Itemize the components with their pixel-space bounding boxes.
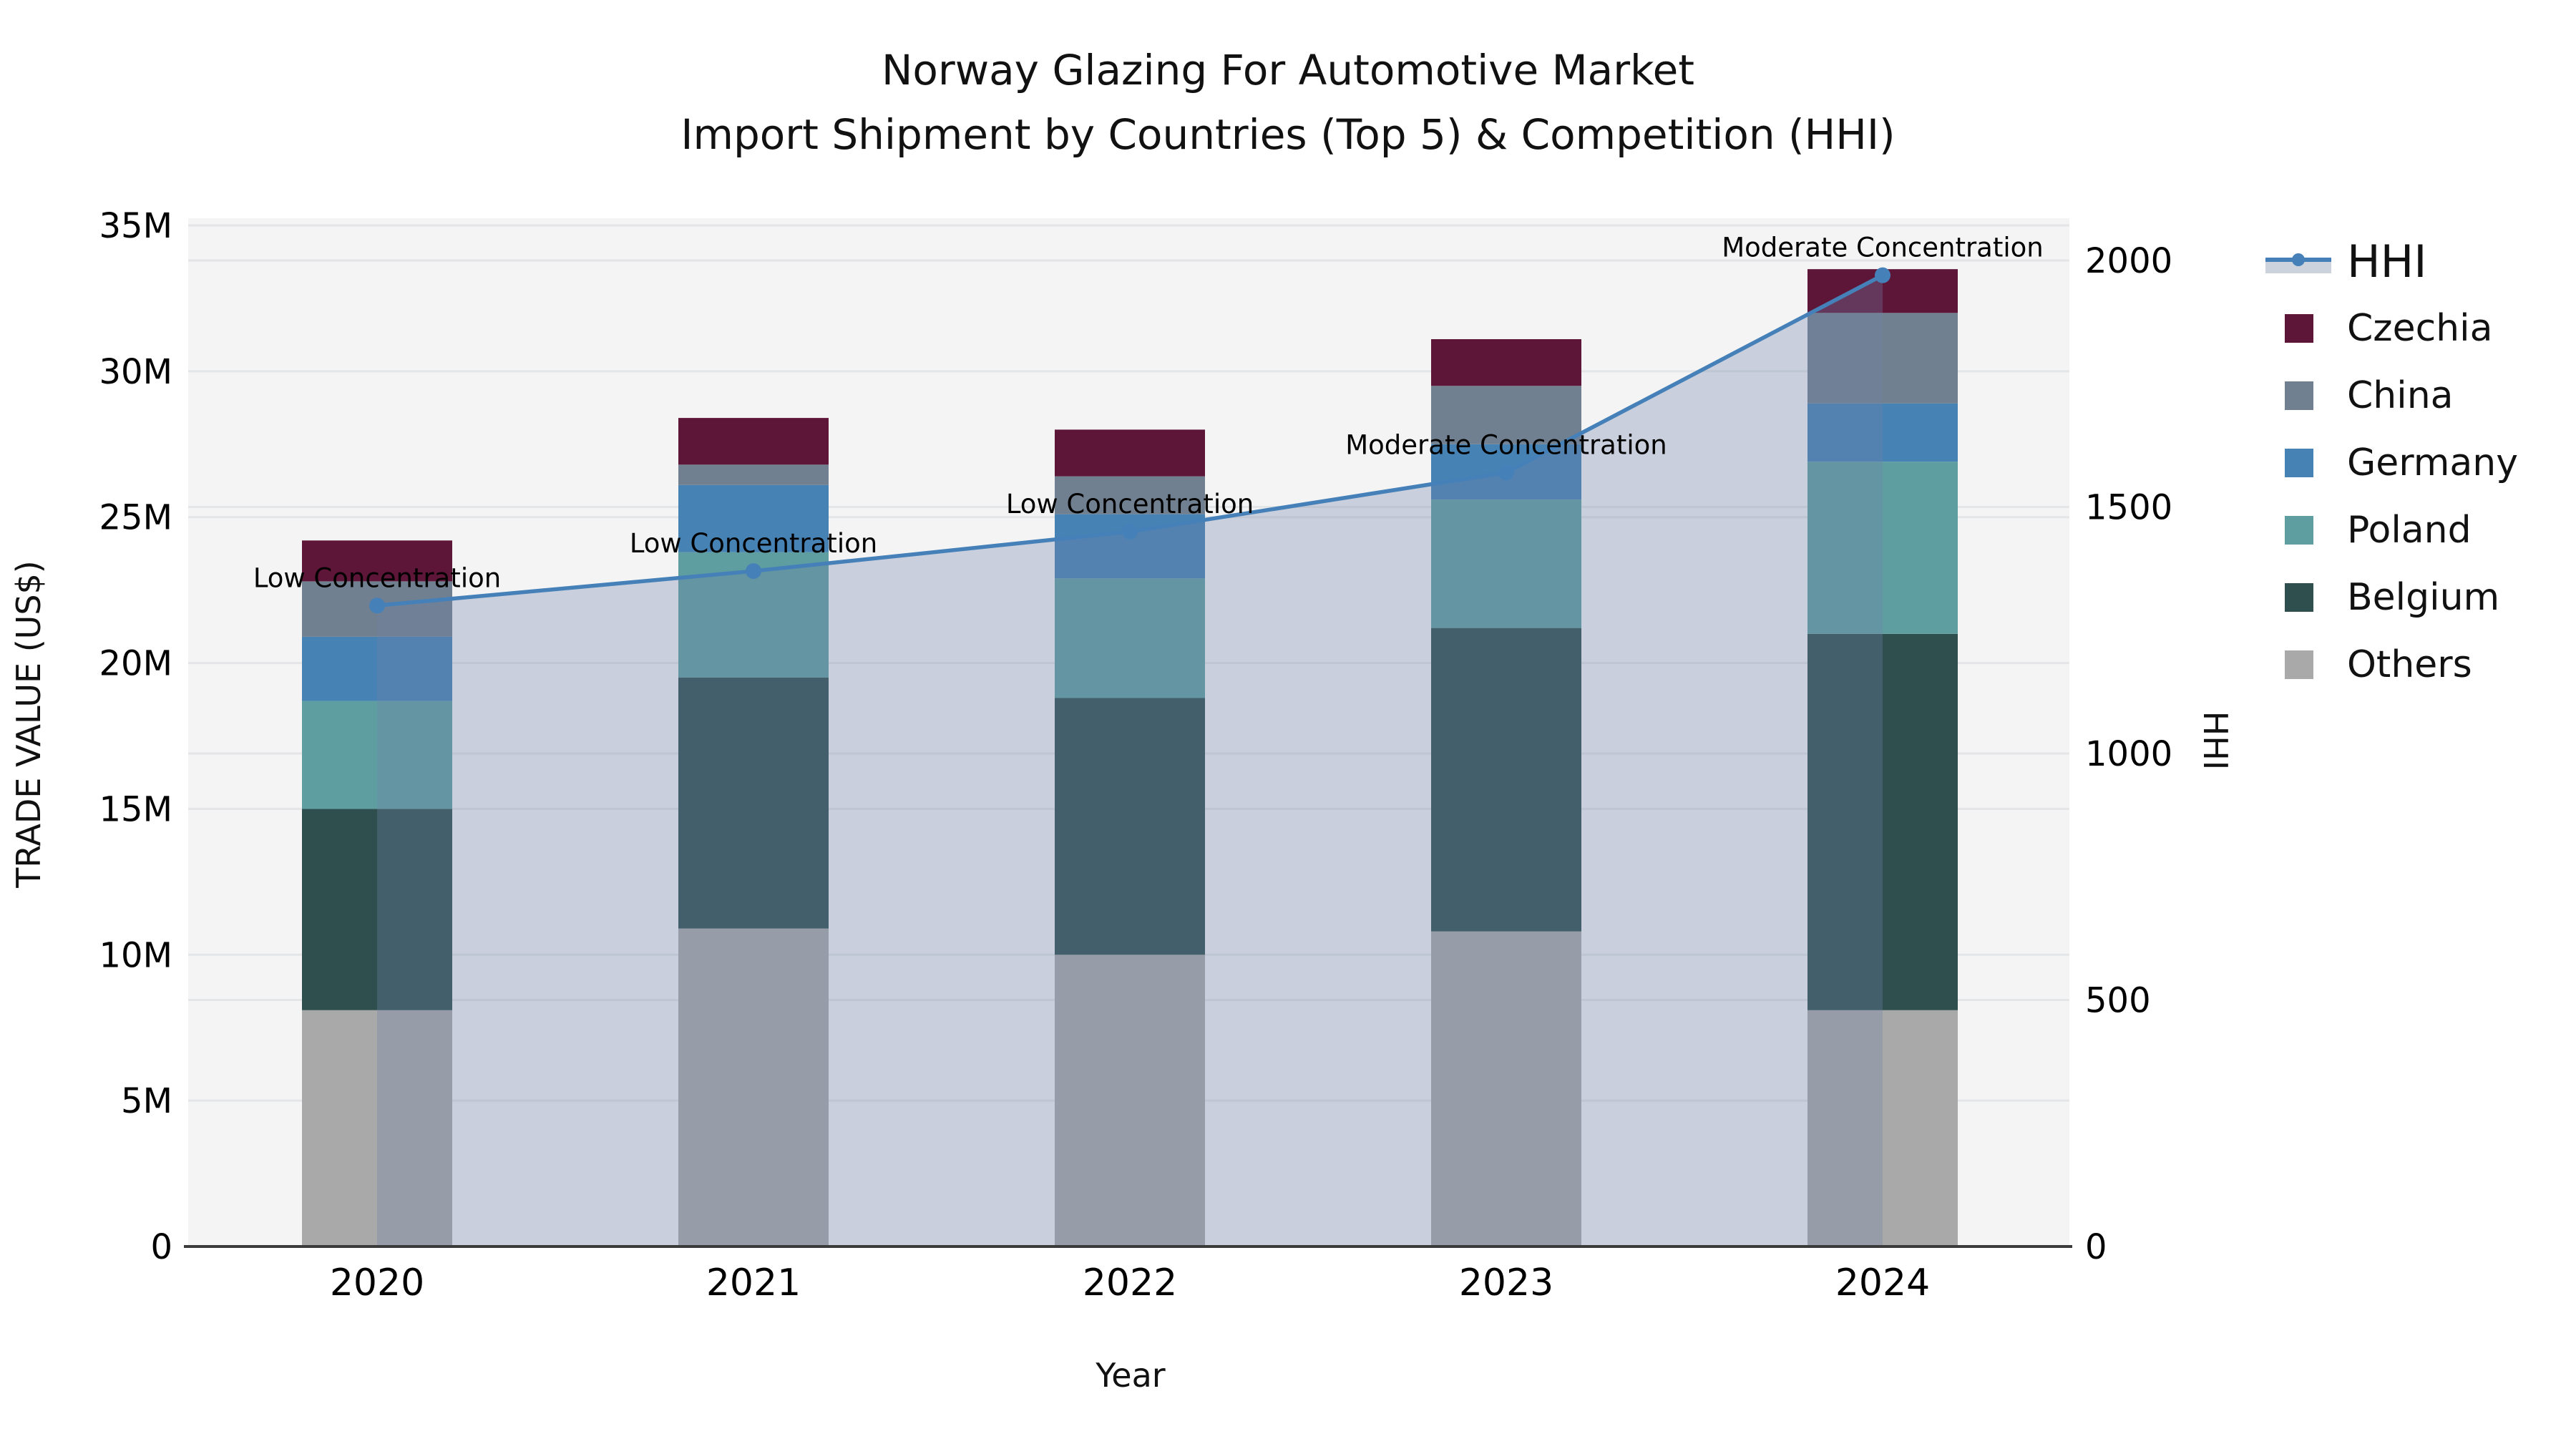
bar-segment-2024-belgium <box>1807 633 1958 1010</box>
x-tick-2024: 2024 <box>1835 1262 1930 1304</box>
legend-entry-others: Others <box>2265 631 2518 698</box>
legend-entry-poland: Poland <box>2265 497 2518 564</box>
bar-segment-2021-belgium <box>678 677 829 929</box>
legend-swatch-icon <box>2265 631 2331 698</box>
annotation-2022: Low Concentration <box>1006 489 1254 519</box>
bar-segment-2024-poland <box>1807 462 1958 634</box>
chart-title: Norway Glazing For Automotive Market Imp… <box>0 39 2576 167</box>
bar-segment-2022-czechia <box>1055 429 1205 477</box>
bar-segment-2020-czechia <box>302 540 452 582</box>
color-swatch-china <box>2285 381 2313 410</box>
annotation-2023: Moderate Concentration <box>1345 429 1667 460</box>
bar-segment-2020-others <box>302 1010 452 1246</box>
legend-label-belgium: Belgium <box>2347 576 2500 619</box>
chart-title-line1: Norway Glazing For Automotive Market <box>881 46 1694 94</box>
chart-title-line2: Import Shipment by Countries (Top 5) & C… <box>680 109 1896 159</box>
annotation-2021: Low Concentration <box>630 528 877 559</box>
legend-entry-belgium: Belgium <box>2265 564 2518 631</box>
bar-segment-2023-czechia <box>1431 339 1581 386</box>
legend-label-hhi: HHI <box>2347 235 2427 288</box>
bar-segment-2023-china <box>1431 386 1581 444</box>
y-left-tick-25M: 25M <box>99 498 173 538</box>
y-right-tick-1000: 1000 <box>2085 734 2172 774</box>
bar-segment-2021-germany <box>678 484 829 552</box>
hhi-area-swatch <box>2265 260 2331 273</box>
bar-segment-2023-belgium <box>1431 628 1581 932</box>
legend-label-others: Others <box>2347 643 2472 686</box>
x-tick-2020: 2020 <box>330 1262 424 1304</box>
bar-segment-2023-others <box>1431 931 1581 1246</box>
hhi-marker-swatch <box>2292 253 2305 266</box>
bar-segment-2024-others <box>1807 1010 1958 1246</box>
y-left-tick-35M: 35M <box>99 206 173 246</box>
y-left-tick-30M: 30M <box>99 352 173 392</box>
bar-segment-2021-others <box>678 928 829 1246</box>
y-left-tick-20M: 20M <box>99 644 173 684</box>
legend-entry-czechia: Czechia <box>2265 295 2518 362</box>
y-left-tick-10M: 10M <box>99 935 173 975</box>
legend-label-germany: Germany <box>2347 441 2519 484</box>
color-swatch-germany <box>2285 449 2313 477</box>
color-swatch-czechia <box>2285 314 2313 343</box>
bar-segment-2022-china <box>1055 476 1205 514</box>
color-swatch-belgium <box>2285 583 2313 612</box>
color-swatch-others <box>2285 650 2313 679</box>
hhi-marker-2021 <box>746 563 761 580</box>
y-axis-title-left: TRADE VALUE (US$) <box>9 560 48 888</box>
legend-label-poland: Poland <box>2347 509 2472 552</box>
hhi-marker-2022 <box>1122 523 1138 540</box>
legend-swatch-icon <box>2265 429 2331 497</box>
legend-swatch-icon <box>2265 362 2331 429</box>
bar-segment-2021-china <box>678 464 829 485</box>
y-right-tick-500: 500 <box>2085 981 2151 1021</box>
hhi-marker-2023 <box>1498 464 1514 481</box>
bar-segment-2024-germany <box>1807 403 1958 462</box>
legend-label-czechia: Czechia <box>2347 307 2493 350</box>
bar-segment-2020-poland <box>302 701 452 809</box>
y-right-tick-0: 0 <box>2085 1227 2107 1267</box>
bar-segment-2020-germany <box>302 636 452 701</box>
bar-segment-2020-belgium <box>302 809 452 1010</box>
annotation-2024: Moderate Concentration <box>1722 233 2043 263</box>
annotation-2020: Low Concentration <box>253 562 501 593</box>
hhi-line-swatch-icon <box>2265 228 2331 295</box>
y-left-tick-15M: 15M <box>99 789 173 829</box>
legend-swatch-icon <box>2265 497 2331 564</box>
legend-label-china: China <box>2347 374 2454 417</box>
x-axis-title: Year <box>1096 1356 1166 1395</box>
legend-swatch-icon <box>2265 295 2331 362</box>
legend-swatch-icon <box>2265 564 2331 631</box>
x-tick-2022: 2022 <box>1083 1262 1177 1304</box>
color-swatch-poland <box>2285 516 2313 545</box>
x-tick-2021: 2021 <box>706 1262 801 1304</box>
y-left-tick-5M: 5M <box>121 1081 172 1121</box>
y-right-tick-2000: 2000 <box>2085 241 2172 281</box>
bar-segment-2022-poland <box>1055 578 1205 698</box>
legend-entry-germany: Germany <box>2265 429 2518 497</box>
y-right-tick-1500: 1500 <box>2085 488 2172 528</box>
bar-segment-2024-china <box>1807 313 1958 404</box>
bar-segment-2021-czechia <box>678 418 829 465</box>
legend-entry-china: China <box>2265 362 2518 429</box>
legend: HHI Czechia China Germany Poland Belgium Other… <box>2265 228 2518 698</box>
plot-area: Low Concentration Low Concentration Low Co… <box>99 206 2173 1304</box>
y-axis-title-right: HHI <box>2196 711 2235 771</box>
bar-segment-2022-others <box>1055 955 1205 1246</box>
legend-entry-hhi: HHI <box>2265 228 2518 295</box>
bar-segment-2023-poland <box>1431 499 1581 628</box>
x-tick-2023: 2023 <box>1459 1262 1553 1304</box>
y-left-tick-0: 0 <box>150 1227 172 1267</box>
bar-segment-2022-belgium <box>1055 698 1205 955</box>
hhi-marker-2020 <box>369 597 385 614</box>
hhi-area-fill <box>377 275 1883 1247</box>
hhi-marker-2024 <box>1875 267 1890 283</box>
